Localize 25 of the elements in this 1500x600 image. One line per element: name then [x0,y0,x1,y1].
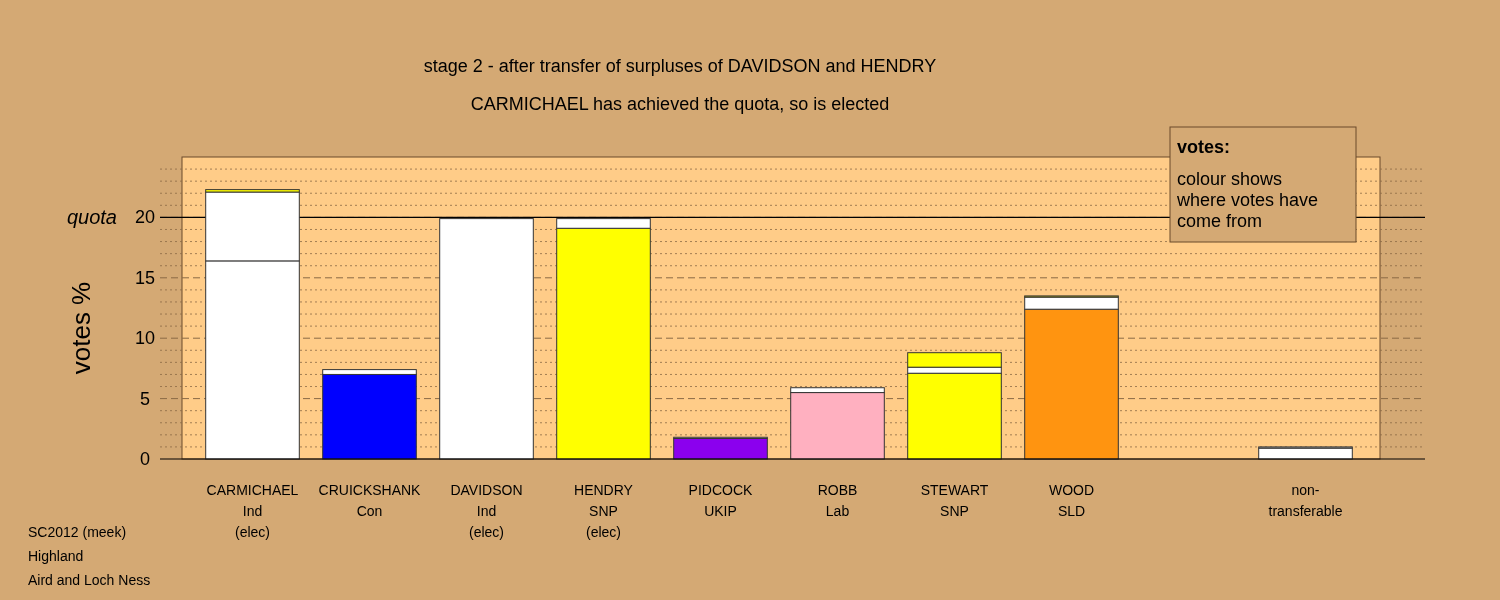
y-tick-label: 20 [134,207,156,228]
text: Highland [28,548,84,564]
x-tick-label: DAVIDSON Ind (elec) [450,482,523,540]
annotation: colour shows where votes have come from [1176,169,1319,231]
y-tick-label: 10 [134,328,156,349]
y-tick-label: 5 [139,388,151,409]
x-tick-label: non- transferable [1268,482,1343,519]
x-tick-label: PIDCOCK UKIP [688,482,754,519]
chart-title: stage 2 - after transfer of surpluses of DAVIDSON and HENDRY [423,56,937,76]
y-axis-title: votes % [66,281,96,375]
text: SC2012 (meek) [28,524,127,540]
x-tick-label: CRUICKSHANK Con [318,482,422,519]
ref-line-label: quota [66,206,117,229]
x-tick-label: STEWART SNP [920,482,989,519]
chart-subtitle: CARMICHAEL has achieved the quota, so is elected [470,94,890,114]
y-tick-label: 15 [134,267,156,288]
legend-title: votes: [1177,137,1231,157]
text: Aird and Loch Ness [28,572,151,588]
x-tick-label: HENDRY SNP (elec) [574,482,634,540]
x-tick-label: CARMICHAEL Ind (elec) [206,482,299,540]
x-tick-label: WOOD SLD [1048,482,1095,519]
bar [439,218,534,460]
bar [322,373,417,460]
x-tick-label: ROBB Lab [817,482,858,519]
y-tick-label: 0 [139,449,151,469]
